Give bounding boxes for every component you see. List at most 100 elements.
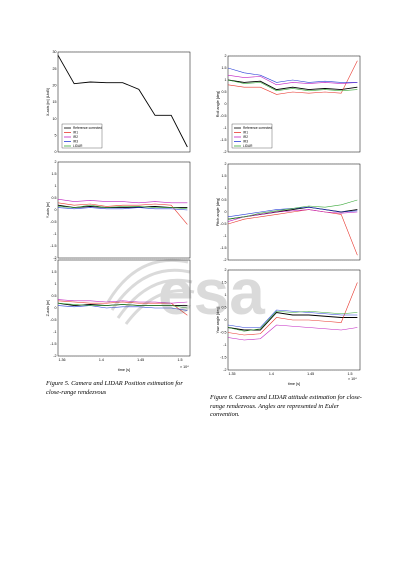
- roll-angle-plot: -2 -1.5 -1 -0.5 0 0.5 1 1.5 2 Roll angle [deg] R…: [216, 54, 361, 154]
- y-tick-label: 0: [225, 210, 227, 214]
- figure-6-caption: Figure 6. Camera and LIDAR attitude esti…: [210, 394, 362, 419]
- series-line-ir2: [57, 299, 188, 304]
- y-tick-label: 0.5: [222, 306, 227, 310]
- y-ticks: -2 -1.5 -1 -0.5 0 0.5 1 1.5 2: [220, 268, 226, 372]
- series-line-reference-corrected: [227, 79, 358, 91]
- x-ticks: 1.36 1.4 1.45 1.5: [59, 358, 183, 362]
- y-tick-label: 1: [55, 282, 57, 286]
- y-tick-label: 0: [55, 208, 57, 212]
- y-tick-label: -2: [223, 368, 226, 372]
- y-tick-label: 1.5: [52, 172, 57, 176]
- series-line-ir2: [227, 209, 358, 222]
- y-tick-label: 1.5: [222, 66, 227, 70]
- y-tick-label: -1: [53, 232, 56, 236]
- legend-label: IR3: [73, 140, 78, 144]
- y-tick-label: -0.5: [50, 220, 56, 224]
- plot-frame: [57, 161, 191, 259]
- plot-lines: [227, 199, 358, 256]
- plot-frame: [57, 259, 191, 357]
- x-tick-label: 1.35: [229, 372, 236, 376]
- y-tick-label: 25: [53, 67, 57, 71]
- series-line-reference-corrected: [57, 55, 188, 148]
- y-tick-label: 1.5: [52, 270, 57, 274]
- legend-label: LIDAR: [243, 144, 253, 148]
- y-tick-label: 0.5: [52, 294, 57, 298]
- plot-lines: [57, 299, 188, 316]
- y-tick-label: 2: [55, 258, 57, 262]
- y-tick-label: -2: [53, 354, 56, 358]
- plot-lines: [57, 55, 188, 148]
- series-line-ir3: [57, 207, 188, 211]
- y-axis-label: Y-axis [m]: [46, 202, 50, 219]
- legend-label: IR2: [73, 135, 78, 139]
- y-tick-label: -1: [223, 343, 226, 347]
- y-ticks: -2 -1.5 -1 -0.5 0 0.5 1 1.5 2: [220, 162, 226, 262]
- x-tick-label: 1.45: [307, 372, 314, 376]
- x-position-plot: 0 5 10 15 20 25 30 X-axis [m] (LtoB) Reference…: [46, 50, 191, 154]
- y-tick-label: -0.5: [220, 331, 226, 335]
- y-axis-label: Pitch angle [deg]: [216, 198, 220, 226]
- x-tick-label: 1.5: [178, 358, 183, 362]
- legend-label: Reference corrected: [243, 126, 272, 130]
- series-line-ir1: [57, 202, 188, 225]
- y-axis-label: Yaw angle [deg]: [216, 307, 220, 334]
- y-tick-label: 2: [55, 160, 57, 164]
- y-tick-label: -2: [223, 150, 226, 154]
- y-tick-label: 5: [55, 134, 57, 138]
- series-line-ir2: [227, 324, 358, 341]
- series-line-ir1: [57, 300, 188, 316]
- series-line-reference-corrected: [227, 312, 358, 331]
- y-tick-label: 0: [225, 318, 227, 322]
- y-tick-label: 1.5: [222, 281, 227, 285]
- x-tick-label: 1.4: [99, 358, 104, 362]
- y-tick-label: 0: [225, 102, 227, 106]
- y-tick-label: -0.5: [220, 114, 226, 118]
- y-tick-label: 1: [225, 78, 227, 82]
- series-line-ir3: [227, 67, 358, 83]
- y-tick-label: 2: [225, 268, 227, 272]
- series-line-ir2: [57, 198, 188, 204]
- y-tick-label: -1: [223, 126, 226, 130]
- series-line-ir3: [57, 305, 188, 311]
- series-line-lidar: [227, 79, 358, 92]
- y-tick-label: -1.5: [220, 246, 226, 250]
- legend-label: LIDAR: [73, 144, 83, 148]
- y-tick-label: 20: [53, 84, 57, 88]
- legend-label: IR3: [243, 140, 248, 144]
- x-tick-label: 1.36: [59, 358, 66, 362]
- y-tick-label: 2: [225, 54, 227, 58]
- y-position-plot: -2 -1.5 -1 -0.5 0 0.5 1 1.5 2 Y-axis [m]: [46, 160, 191, 260]
- y-tick-label: 10: [53, 117, 57, 121]
- legend-label: Reference corrected: [73, 126, 102, 130]
- y-tick-label: -2: [223, 258, 226, 262]
- plot-lines: [57, 198, 188, 225]
- y-tick-label: 0.5: [222, 90, 227, 94]
- watermark-swoosh-icon: [106, 258, 195, 325]
- x-tick-label: 1.4: [269, 372, 274, 376]
- y-ticks: -2 -1.5 -1 -0.5 0 0.5 1 1.5 2: [220, 54, 226, 154]
- y-tick-label: 0: [55, 306, 57, 310]
- series-line-ir1: [227, 60, 358, 95]
- figure-5-caption: Figure 5. Camera and LIDAR Position esti…: [46, 380, 183, 396]
- y-tick-label: -1.5: [220, 138, 226, 142]
- series-line-lidar: [227, 199, 358, 220]
- series-line-ir3: [227, 309, 358, 328]
- y-tick-label: 0: [55, 150, 57, 154]
- y-tick-label: 1: [225, 186, 227, 190]
- y-tick-label: -1.5: [220, 356, 226, 360]
- y-tick-label: 0.5: [222, 198, 227, 202]
- z-position-plot: -2 -1.5 -1 -0.5 0 0.5 1 1.5 2 1.36 1.4 1.45 1.5 Z-a…: [46, 258, 191, 372]
- y-tick-label: 1: [225, 293, 227, 297]
- y-tick-label: -1.5: [50, 244, 56, 248]
- series-line-ir1: [227, 282, 358, 336]
- legend-label: IR2: [243, 135, 248, 139]
- y-tick-label: -1.5: [50, 342, 56, 346]
- y-tick-label: 2: [225, 162, 227, 166]
- y-tick-label: -2: [53, 256, 56, 260]
- esa-watermark: esa: [106, 256, 265, 328]
- y-axis-label: X-axis [m] (LtoB): [46, 87, 50, 116]
- x-tick-label: 1.5: [348, 372, 353, 376]
- x-axis-label: time [s]: [288, 382, 300, 386]
- series-line-ir2: [227, 74, 358, 86]
